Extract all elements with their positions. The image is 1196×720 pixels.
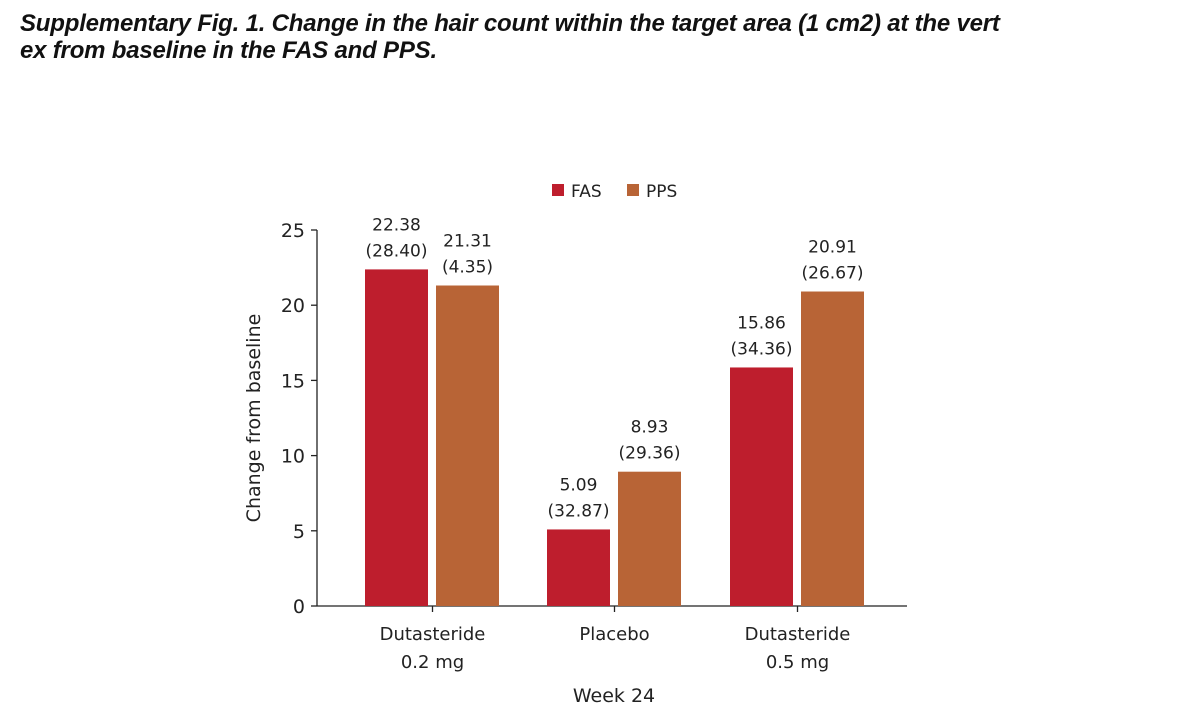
bar-pps [618, 471, 681, 606]
legend-swatch-fas [552, 184, 564, 196]
caption-line-1: Supplementary Fig. 1. Change in the hair… [20, 10, 1000, 37]
data-label-sd: (4.35) [442, 257, 493, 277]
bar-fas [547, 529, 610, 606]
x-tick-label: Placebo [579, 624, 649, 645]
bar-pps [436, 285, 499, 606]
legend-label-fas: FAS [571, 182, 602, 202]
x-tick-label: 0.5 mg [766, 652, 829, 673]
x-tick-label: 0.2 mg [401, 652, 464, 673]
x-axis-title: Week 24 [573, 685, 655, 707]
figure-caption: Supplementary Fig. 1. Change in the hair… [20, 10, 1180, 64]
data-label-sd: (28.40) [366, 241, 428, 261]
y-tick-label: 20 [281, 295, 305, 317]
x-tick-label: Dutasteride [380, 624, 486, 645]
y-tick-label: 0 [293, 596, 305, 618]
data-label-sd: (26.67) [802, 264, 864, 284]
caption-line-2: ex from baseline in the FAS and PPS. [20, 37, 437, 64]
data-label-sd: (32.87) [548, 501, 610, 521]
bar-fas [365, 269, 428, 606]
data-label-value: 21.31 [443, 231, 492, 251]
data-label-value: 8.93 [631, 418, 669, 438]
data-label-value: 15.86 [737, 313, 786, 333]
data-label-value: 22.38 [372, 215, 421, 235]
legend-label-pps: PPS [646, 182, 677, 202]
bar-pps [801, 291, 864, 606]
y-tick-label: 10 [281, 446, 305, 468]
y-axis-title: Change from baseline [243, 314, 265, 523]
data-label-sd: (34.36) [731, 339, 793, 359]
bar-fas [730, 367, 793, 606]
y-tick-label: 25 [281, 220, 305, 242]
y-tick-label: 5 [293, 521, 305, 543]
legend-swatch-pps [627, 184, 639, 196]
data-label-sd: (29.36) [619, 444, 681, 464]
data-label-value: 5.09 [560, 475, 598, 495]
x-tick-label: Dutasteride [745, 624, 851, 645]
y-tick-label: 15 [281, 370, 305, 392]
data-label-value: 20.91 [808, 238, 857, 258]
